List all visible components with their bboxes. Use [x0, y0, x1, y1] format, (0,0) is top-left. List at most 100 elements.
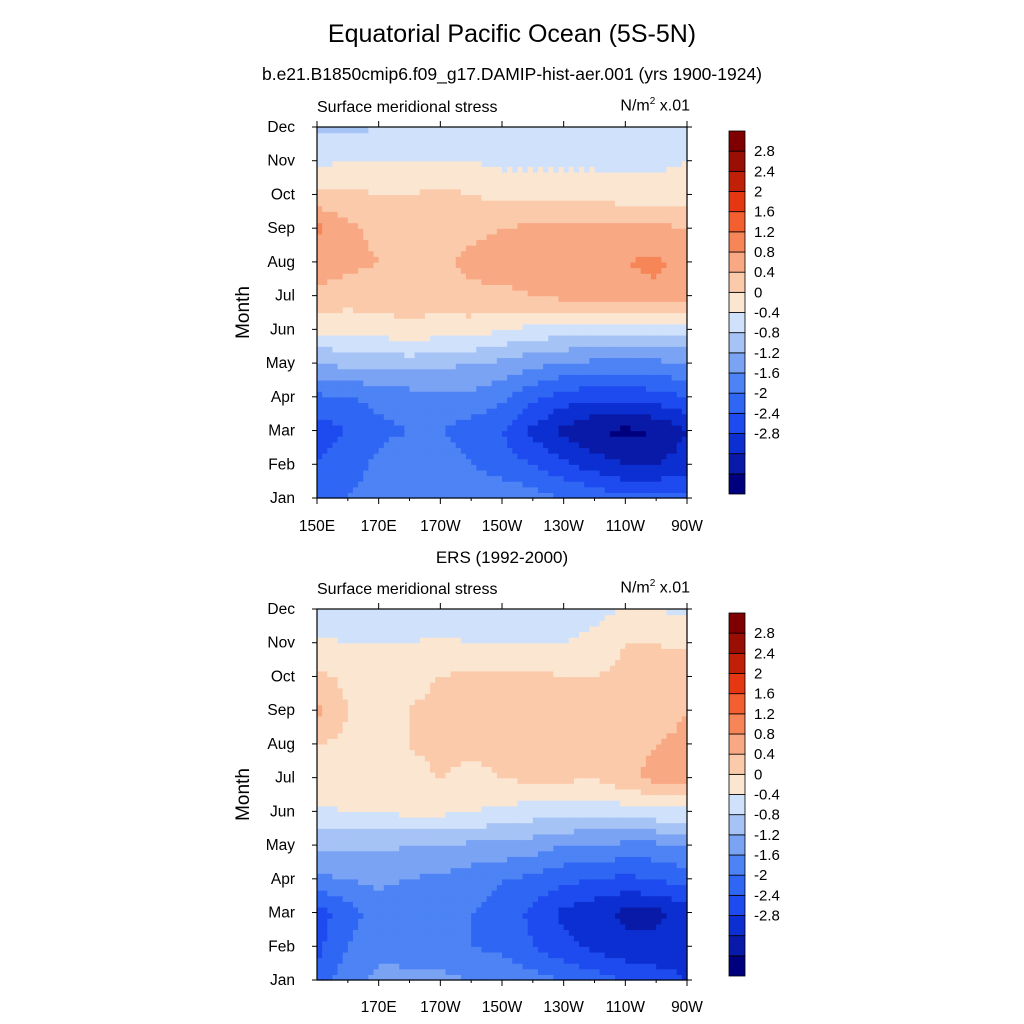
- heatmap-cell: [502, 171, 508, 179]
- heatmap-cell: [430, 233, 436, 241]
- heatmap-cell: [378, 419, 385, 426]
- heatmap-cell: [363, 379, 369, 387]
- heatmap-cell: [363, 267, 369, 274]
- heatmap-cell: [666, 284, 673, 291]
- heatmap-cell: [620, 239, 626, 246]
- heatmap-cell: [450, 424, 457, 432]
- heatmap-cell: [466, 290, 472, 297]
- heatmap-cell: [404, 194, 411, 201]
- heatmap-cell: [558, 357, 565, 364]
- heatmap-cell: [676, 233, 683, 241]
- heatmap-cell: [486, 408, 493, 415]
- heatmap-cell: [322, 256, 328, 263]
- heatmap-cell: [645, 205, 652, 212]
- heatmap-cell: [342, 469, 349, 477]
- heatmap-cell: [455, 245, 462, 252]
- heatmap-cell: [573, 419, 580, 426]
- heatmap-cell: [317, 379, 323, 387]
- heatmap-cell: [512, 183, 519, 190]
- heatmap-cell: [548, 492, 554, 499]
- heatmap-cell: [620, 340, 626, 347]
- heatmap-cell: [368, 143, 375, 151]
- heatmap-cell: [358, 492, 364, 499]
- heatmap-cell: [594, 183, 601, 190]
- heatmap-cell: [661, 357, 668, 364]
- heatmap-cell: [666, 379, 673, 387]
- heatmap-cell: [394, 946, 400, 953]
- heatmap-cell: [543, 447, 549, 454]
- heatmap-cell: [383, 492, 390, 499]
- heatmap-cell: [671, 318, 678, 325]
- heatmap-cell: [378, 475, 385, 482]
- heatmap-cell: [651, 486, 657, 493]
- heatmap-cell: [563, 340, 570, 347]
- heatmap-cell: [342, 946, 349, 953]
- heatmap-cell: [635, 492, 642, 499]
- heatmap-cell: [455, 391, 462, 398]
- figure-subtitle: b.e21.B1850cmip6.f09_g17.DAMIP-hist-aer.…: [261, 64, 762, 84]
- heatmap-cell: [640, 340, 647, 347]
- heatmap-cell: [394, 200, 400, 207]
- heatmap-cell: [409, 323, 416, 330]
- heatmap-cell: [604, 155, 611, 162]
- heatmap-cell: [651, 408, 657, 415]
- heatmap-cell: [568, 408, 575, 415]
- heatmap-cell: [388, 492, 395, 499]
- heatmap-cell: [507, 413, 513, 420]
- heatmap-cell: [656, 481, 662, 488]
- heatmap-cell: [512, 233, 519, 241]
- heatmap-cell: [532, 273, 539, 280]
- heatmap-cell: [537, 436, 544, 443]
- heatmap-cell: [645, 430, 652, 437]
- heatmap-cell: [579, 188, 585, 196]
- heatmap-cell: [522, 379, 529, 387]
- heatmap-cell: [599, 273, 606, 280]
- heatmap-cell: [445, 357, 452, 364]
- heatmap-cell: [394, 385, 400, 392]
- heatmap-cell: [430, 188, 436, 196]
- heatmap-cell: [394, 441, 400, 449]
- heatmap-cell: [332, 402, 339, 409]
- heatmap-cell: [491, 492, 498, 499]
- heatmap-cell: [358, 166, 364, 173]
- heatmap-cell: [455, 475, 462, 482]
- heatmap-cell: [507, 211, 513, 218]
- heatmap-cell: [424, 143, 431, 151]
- heatmap-cell: [327, 368, 334, 375]
- heatmap-cell: [537, 211, 544, 218]
- heatmap-cell: [455, 318, 462, 325]
- heatmap-cell: [394, 968, 400, 975]
- heatmap-cell: [414, 974, 421, 981]
- heatmap-cell: [322, 273, 328, 280]
- heatmap-cell: [681, 453, 688, 460]
- heatmap-cell: [419, 216, 426, 224]
- heatmap-cell: [394, 419, 400, 426]
- heatmap-cell: [635, 469, 642, 477]
- heatmap-cell: [342, 441, 349, 449]
- heatmap-cell: [512, 492, 519, 499]
- heatmap-cell: [594, 475, 601, 482]
- heatmap-cell: [409, 329, 416, 336]
- heatmap-cell: [625, 222, 632, 229]
- heatmap-cell: [476, 464, 483, 471]
- heatmap-cell: [645, 447, 652, 454]
- heatmap-cell: [445, 469, 452, 477]
- heatmap-cell: [373, 374, 380, 381]
- heatmap-cell: [609, 222, 616, 229]
- heatmap-cell: [625, 481, 632, 488]
- heatmap-cell: [573, 492, 580, 499]
- heatmap-cell: [455, 374, 462, 381]
- heatmap-cell: [527, 441, 534, 449]
- heatmap-cell: [496, 273, 503, 280]
- heatmap-cell: [358, 436, 364, 443]
- heatmap-cell: [512, 177, 519, 184]
- heatmap-cell: [568, 385, 575, 392]
- heatmap-cell: [435, 458, 441, 465]
- heatmap-cell: [496, 424, 503, 432]
- heatmap-cell: [399, 946, 405, 953]
- heatmap-cell: [502, 183, 508, 190]
- heatmap-cell: [661, 278, 668, 285]
- heatmap-cell: [424, 334, 431, 342]
- heatmap-cell: [383, 318, 390, 325]
- heatmap-cell: [460, 312, 467, 319]
